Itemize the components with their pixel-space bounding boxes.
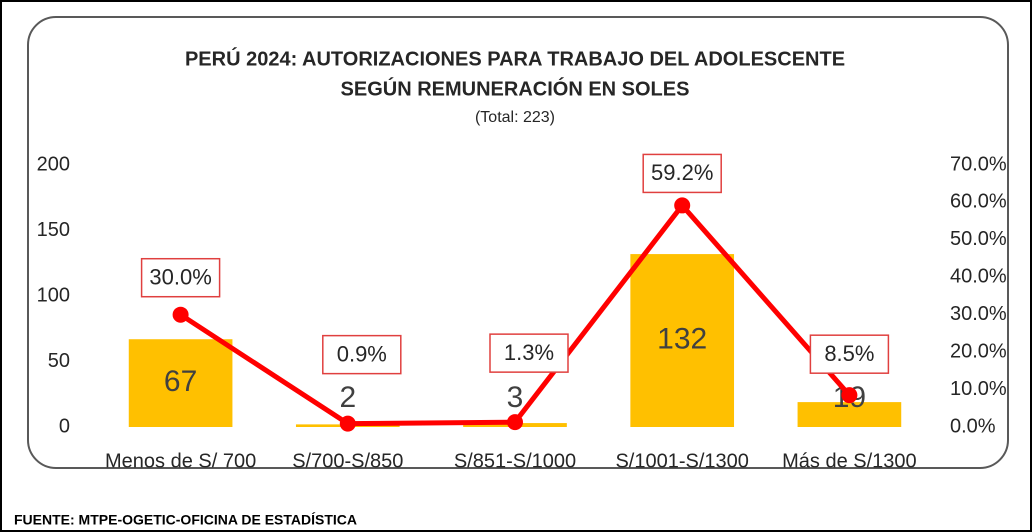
bar-label: 132 [657,322,707,355]
line-marker [339,415,356,432]
line-marker [507,414,523,431]
line-label: 1.3% [504,340,554,365]
y-tick-label: 0 [59,415,70,437]
chart-title: SEGÚN REMUNERACIÓN EN SOLES [341,76,690,100]
bar-label: 3 [507,381,524,414]
x-tick-label: S/851-S/1000 [454,450,576,472]
value-label-box [809,334,890,374]
y2-tick-label: 0.0% [950,415,996,437]
x-tick-label: S/1001-S/1300 [615,450,748,472]
line-label: 59.2% [651,160,713,185]
bar [128,339,233,427]
y-tick-label: 200 [37,153,70,175]
y2-tick-label: 50.0% [950,228,1007,250]
line-marker [674,197,691,214]
line-marker [172,306,189,323]
chart-subtitle: (Total: 223) [475,109,555,126]
value-label-box [322,334,402,375]
x-tick-label: Más de S/1300 [782,450,917,472]
y2-tick-label: 40.0% [950,266,1007,288]
bar-label: 2 [339,381,356,414]
x-tick-label: Menos de S/ 700 [105,450,256,472]
line-label: 30.0% [149,265,211,290]
value-label-box [642,153,722,194]
y2-tick-label: 20.0% [950,340,1007,362]
bar [797,402,902,427]
y-tick-label: 100 [37,284,70,306]
value-label-box [489,333,569,373]
chart-title: PERÚ 2024: AUTORIZACIONES PARA TRABAJO D… [185,46,845,70]
y-tick-label: 150 [37,219,70,241]
value-label-box [140,257,221,298]
line-label: 0.9% [337,341,387,366]
y2-tick-label: 60.0% [950,191,1007,213]
line-label: 8.5% [824,341,874,366]
y-tick-label: 50 [48,350,70,372]
line-marker [841,387,858,404]
bar-label: 67 [164,365,197,398]
x-tick-label: S/700-S/850 [292,450,403,472]
y2-tick-label: 10.0% [950,378,1007,400]
chart-box [27,16,1009,469]
bar [630,254,735,427]
source: FUENTE: MTPE-OGETIC-OFICINA DE ESTADÍSTI… [14,512,357,528]
y2-tick-label: 30.0% [950,303,1007,325]
y2-tick-label: 70.0% [950,153,1007,175]
